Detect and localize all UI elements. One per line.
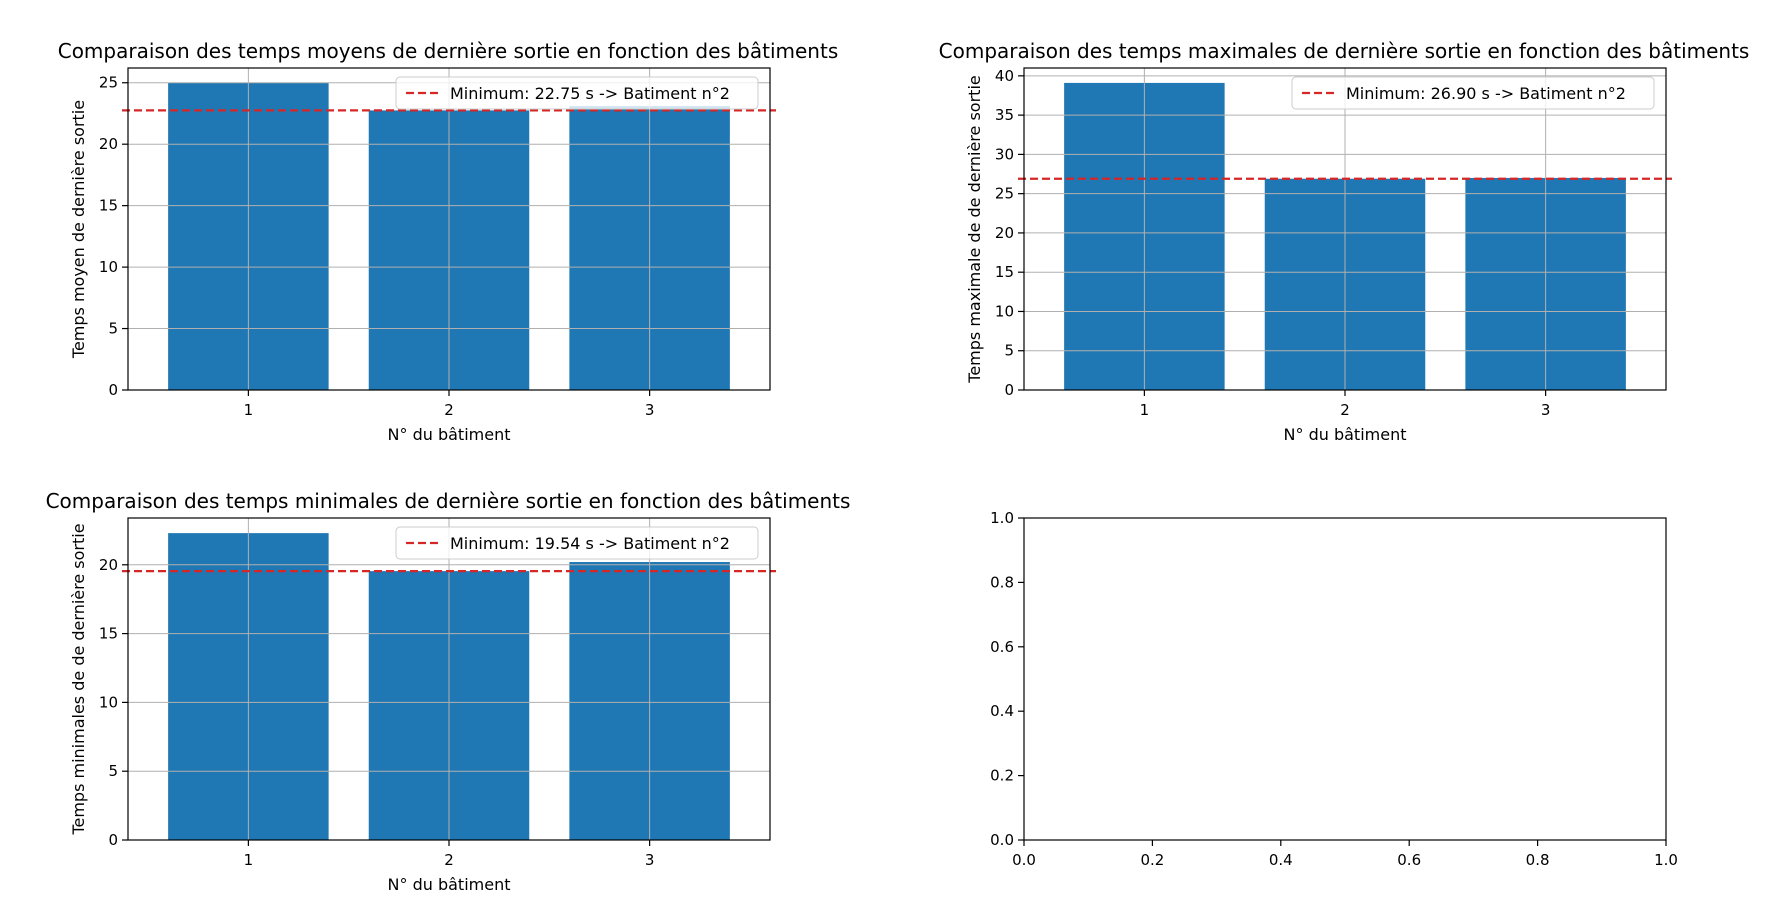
y-tick-label: 20 (995, 224, 1014, 242)
y-tick-label: 10 (99, 693, 118, 711)
y-tick-label: 25 (995, 185, 1014, 203)
y-tick-label: 1.0 (990, 509, 1014, 527)
y-tick-label: 0.2 (990, 767, 1014, 785)
x-tick-label: 0.6 (1397, 851, 1421, 869)
x-tick-label: 0.4 (1269, 851, 1293, 869)
y-tick-label: 10 (99, 258, 118, 276)
legend-label: Minimum: 26.90 s -> Batiment n°2 (1346, 84, 1626, 103)
y-axis-label: Temps maximale de de dernière sortie (965, 75, 984, 383)
x-tick-label: 0.0 (1012, 851, 1036, 869)
x-tick-label: 0.2 (1140, 851, 1164, 869)
x-tick-label: 2 (444, 401, 454, 419)
x-tick-label: 1 (1140, 401, 1150, 419)
x-axis-label: N° du bâtiment (388, 875, 511, 894)
axes-frame (1023, 517, 1667, 841)
x-tick-label: 0.8 (1526, 851, 1550, 869)
x-axis-label: N° du bâtiment (388, 425, 511, 444)
x-tick-label: 1.0 (1654, 851, 1678, 869)
y-tick-label: 0.8 (990, 573, 1014, 591)
legend-label: Minimum: 22.75 s -> Batiment n°2 (450, 84, 730, 103)
x-axis-label: N° du bâtiment (1284, 425, 1407, 444)
y-tick-label: 0 (1004, 381, 1014, 399)
legend: Minimum: 26.90 s -> Batiment n°2 (1291, 76, 1655, 110)
y-tick-label: 5 (108, 320, 118, 338)
y-tick-label: 40 (995, 67, 1014, 85)
y-tick-label: 0.4 (990, 702, 1014, 720)
chart-title: Comparaison des temps minimales de derni… (46, 489, 851, 513)
x-tick-label: 3 (1541, 401, 1551, 419)
y-tick-label: 15 (995, 263, 1014, 281)
subplot-min: 0 5 10 15 20 1 2 3 Comparaison des temps minimal… (46, 489, 851, 894)
y-tick-label: 10 (995, 302, 1014, 320)
y-axis-label: Temps minimales de de dernière sortie (69, 523, 88, 835)
y-tick-label: 0 (108, 831, 118, 849)
x-tick-label: 3 (645, 851, 655, 869)
y-tick-label: 0.0 (990, 831, 1014, 849)
y-tick-label: 35 (995, 106, 1014, 124)
legend-label: Minimum: 19.54 s -> Batiment n°2 (450, 534, 730, 553)
y-tick-label: 15 (99, 625, 118, 643)
legend-box (1291, 76, 1655, 110)
legend: Minimum: 19.54 s -> Batiment n°2 (395, 526, 759, 560)
legend-box (395, 76, 759, 110)
x-tick-label: 3 (645, 401, 655, 419)
y-tick-label: 15 (99, 197, 118, 215)
x-tick-label: 2 (444, 851, 454, 869)
subplot-max: 0 5 10 15 20 25 30 35 40 1 2 3 Comparaison des temps… (939, 39, 1750, 444)
legend: Minimum: 22.75 s -> Batiment n°2 (395, 76, 759, 110)
chart-title: Comparaison des temps maximales de derni… (939, 39, 1750, 63)
y-tick-label: 5 (1004, 342, 1014, 360)
chart-title: Comparaison des temps moyens de dernière… (58, 39, 839, 63)
x-tick-label: 2 (1340, 401, 1350, 419)
x-tick-label: 1 (244, 851, 254, 869)
y-tick-label: 0.6 (990, 638, 1014, 656)
y-tick-label: 25 (99, 74, 118, 92)
y-tick-label: 20 (99, 556, 118, 574)
subplot-empty: 0.0 0.2 0.4 0.6 0.8 1.0 0.0 0.2 0.4 0.6 0.8 1.0 (990, 509, 1678, 869)
y-tick-label: 30 (995, 145, 1014, 163)
legend-box (395, 526, 759, 560)
y-tick-label: 5 (108, 762, 118, 780)
x-tick-label: 1 (244, 401, 254, 419)
y-tick-label: 20 (99, 135, 118, 153)
subplot-mean: 0 5 10 15 20 25 1 2 3 Comparaison des temps moyen… (58, 39, 839, 444)
y-axis-label: Temps moyen de dernière sortie (69, 100, 88, 359)
y-tick-label: 0 (108, 381, 118, 399)
